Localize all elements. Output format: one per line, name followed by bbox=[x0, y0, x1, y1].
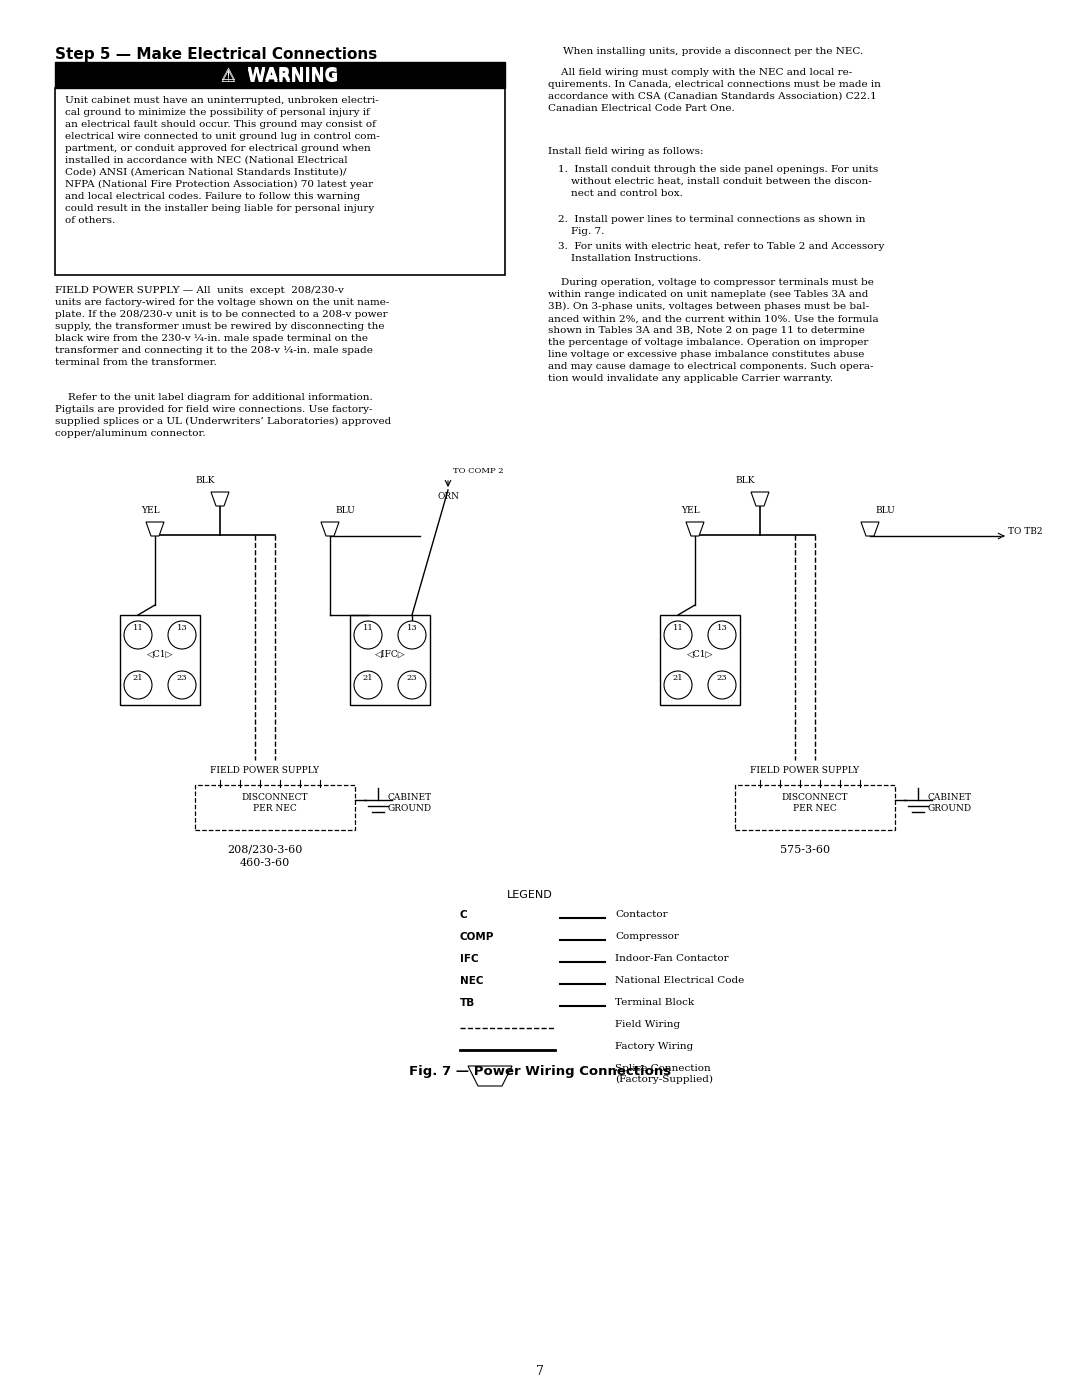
Bar bbox=[120, 615, 200, 705]
Polygon shape bbox=[55, 88, 505, 275]
Polygon shape bbox=[751, 492, 769, 506]
Bar bbox=[195, 785, 355, 830]
Text: ◁C1▷: ◁C1▷ bbox=[147, 650, 173, 658]
Polygon shape bbox=[861, 522, 879, 536]
Ellipse shape bbox=[708, 622, 735, 650]
Text: LEGEND: LEGEND bbox=[508, 890, 553, 900]
Text: ⚠  WARNING: ⚠ WARNING bbox=[221, 66, 339, 84]
Text: 21: 21 bbox=[133, 673, 144, 682]
Polygon shape bbox=[146, 522, 164, 536]
Text: 2.  Install power lines to terminal connections as shown in
    Fig. 7.: 2. Install power lines to terminal conne… bbox=[558, 215, 865, 236]
Ellipse shape bbox=[399, 671, 426, 698]
Text: TB: TB bbox=[460, 997, 475, 1009]
Text: FIELD POWER SUPPLY: FIELD POWER SUPPLY bbox=[211, 766, 320, 775]
Text: BLK: BLK bbox=[195, 476, 215, 485]
Ellipse shape bbox=[664, 622, 692, 650]
Text: 1.  Install conduit through the side panel openings. For units
    without elect: 1. Install conduit through the side pane… bbox=[558, 165, 878, 198]
Ellipse shape bbox=[399, 622, 426, 650]
Text: 11: 11 bbox=[363, 624, 374, 631]
Ellipse shape bbox=[708, 671, 735, 698]
Bar bbox=[735, 785, 895, 830]
Text: FIELD POWER SUPPLY: FIELD POWER SUPPLY bbox=[751, 766, 860, 775]
Ellipse shape bbox=[124, 671, 152, 698]
Ellipse shape bbox=[354, 671, 382, 698]
Bar bbox=[660, 615, 740, 705]
Text: FIELD POWER SUPPLY — All  units  except  208/230-v
units are factory-wired for t: FIELD POWER SUPPLY — All units except 20… bbox=[55, 286, 390, 366]
Text: Contactor: Contactor bbox=[615, 909, 667, 919]
Text: 21: 21 bbox=[363, 673, 374, 682]
Text: Install field wiring as follows:: Install field wiring as follows: bbox=[548, 147, 703, 156]
Text: ◁C1▷: ◁C1▷ bbox=[687, 650, 713, 658]
Text: TO COMP 2: TO COMP 2 bbox=[453, 467, 503, 475]
Text: Field Wiring: Field Wiring bbox=[615, 1020, 680, 1030]
Text: 7: 7 bbox=[536, 1365, 544, 1377]
Text: YEL: YEL bbox=[140, 506, 160, 515]
Ellipse shape bbox=[168, 622, 195, 650]
Text: Fig. 7 — Power Wiring Connections: Fig. 7 — Power Wiring Connections bbox=[409, 1065, 671, 1078]
Text: Step 5 — Make Electrical Connections: Step 5 — Make Electrical Connections bbox=[55, 47, 377, 61]
Polygon shape bbox=[468, 1066, 512, 1085]
Text: CABINET
GROUND: CABINET GROUND bbox=[388, 793, 432, 813]
Text: ⚠  WARNING: ⚠ WARNING bbox=[221, 68, 339, 87]
Text: Factory Wiring: Factory Wiring bbox=[615, 1042, 693, 1051]
Text: ORN: ORN bbox=[437, 492, 459, 502]
Text: DISCONNECT
PER NEC: DISCONNECT PER NEC bbox=[782, 793, 848, 813]
Polygon shape bbox=[321, 522, 339, 536]
Text: 11: 11 bbox=[673, 624, 684, 631]
Text: 23: 23 bbox=[177, 673, 187, 682]
Ellipse shape bbox=[124, 622, 152, 650]
Text: DISCONNECT
PER NEC: DISCONNECT PER NEC bbox=[242, 793, 308, 813]
Text: 23: 23 bbox=[717, 673, 727, 682]
Ellipse shape bbox=[168, 671, 195, 698]
Text: Indoor-Fan Contactor: Indoor-Fan Contactor bbox=[615, 954, 729, 963]
Ellipse shape bbox=[354, 622, 382, 650]
Text: When installing units, provide a disconnect per the NEC.: When installing units, provide a disconn… bbox=[563, 47, 863, 56]
Text: 208/230-3-60
460-3-60: 208/230-3-60 460-3-60 bbox=[227, 845, 302, 868]
Text: C: C bbox=[460, 909, 468, 921]
Text: 3.  For units with electric heat, refer to Table 2 and Accessory
    Installatio: 3. For units with electric heat, refer t… bbox=[558, 242, 885, 263]
Text: Refer to the unit label diagram for additional information.
Pigtails are provide: Refer to the unit label diagram for addi… bbox=[55, 393, 391, 439]
Text: COMP: COMP bbox=[460, 932, 495, 942]
Text: 575-3-60: 575-3-60 bbox=[780, 845, 831, 855]
Text: Splice Connection
(Factory-Supplied): Splice Connection (Factory-Supplied) bbox=[615, 1065, 713, 1084]
Polygon shape bbox=[55, 61, 505, 88]
Text: BLK: BLK bbox=[735, 476, 755, 485]
Polygon shape bbox=[211, 492, 229, 506]
Text: National Electrical Code: National Electrical Code bbox=[615, 977, 744, 985]
Text: 13: 13 bbox=[407, 624, 417, 631]
Text: 13: 13 bbox=[717, 624, 727, 631]
Ellipse shape bbox=[664, 671, 692, 698]
Polygon shape bbox=[686, 522, 704, 536]
Text: CABINET
GROUND: CABINET GROUND bbox=[928, 793, 972, 813]
Text: All field wiring must comply with the NEC and local re-
quirements. In Canada, e: All field wiring must comply with the NE… bbox=[548, 68, 881, 113]
Text: YEL: YEL bbox=[680, 506, 700, 515]
Text: 13: 13 bbox=[177, 624, 187, 631]
Text: BLU: BLU bbox=[875, 506, 894, 515]
Text: BLU: BLU bbox=[335, 506, 354, 515]
Text: TO TB2: TO TB2 bbox=[1008, 528, 1042, 536]
Text: 11: 11 bbox=[133, 624, 144, 631]
Text: 23: 23 bbox=[407, 673, 417, 682]
Text: Terminal Block: Terminal Block bbox=[615, 997, 694, 1007]
Text: Compressor: Compressor bbox=[615, 932, 679, 942]
Text: 21: 21 bbox=[673, 673, 684, 682]
Text: During operation, voltage to compressor terminals must be
within range indicated: During operation, voltage to compressor … bbox=[548, 278, 879, 383]
Text: NEC: NEC bbox=[460, 977, 484, 986]
Bar bbox=[350, 615, 430, 705]
Text: ◁IFC▷: ◁IFC▷ bbox=[375, 650, 405, 658]
Text: Unit cabinet must have an uninterrupted, unbroken electri-
cal ground to minimiz: Unit cabinet must have an uninterrupted,… bbox=[65, 96, 380, 225]
Text: IFC: IFC bbox=[460, 954, 478, 964]
